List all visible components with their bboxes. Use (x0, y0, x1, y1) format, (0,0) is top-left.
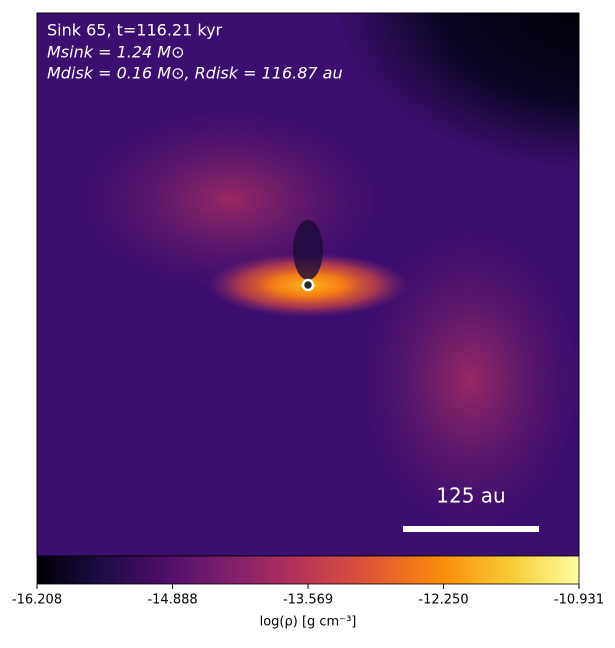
annotation: Msink = 1.24 M⊙ (47, 43, 185, 62)
x-tick-label: -16.208 (12, 593, 62, 608)
colorbar-label: log(ρ) [g cm⁻³] (260, 615, 357, 630)
colorbar (36, 555, 580, 585)
x-tick-label: -13.569 (283, 593, 333, 608)
x-tick-label: -14.888 (147, 593, 197, 608)
sink-marker (301, 278, 315, 292)
annotation: Sink 65, t=116.21 kyr (47, 21, 223, 40)
x-tick-label: -10.931 (554, 593, 604, 608)
scale-bar-label: 125 au (436, 484, 505, 508)
x-tick-label: -12.250 (418, 593, 468, 608)
density-image (37, 13, 579, 556)
annotation: Mdisk = 0.16 M⊙, Rdisk = 116.87 au (47, 64, 343, 83)
